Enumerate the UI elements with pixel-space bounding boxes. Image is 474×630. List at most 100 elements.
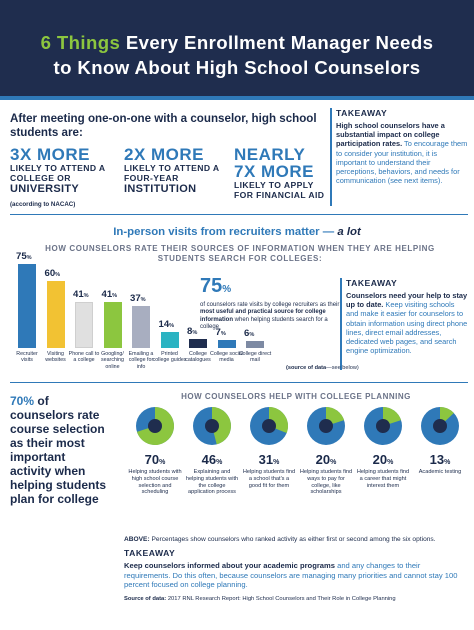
takeaway1-title: TAKEAWAY — [336, 108, 388, 118]
bar-value-4: 37% — [130, 293, 146, 305]
dial-icon — [421, 407, 459, 445]
page-title-line1: 6 Things Every Enrollment Manager Needs — [8, 32, 466, 54]
bar-2 — [75, 301, 93, 348]
section3-lead-pct: 70% — [10, 394, 35, 408]
dial-label: Academic testing — [418, 469, 462, 475]
dial-value: 70% — [144, 452, 166, 467]
source-note-bold: (source of data — [286, 365, 327, 371]
takeaway3-body: and any changes to their requirements. D… — [124, 561, 458, 590]
header-divider — [0, 96, 474, 100]
dial-icon — [193, 407, 231, 445]
stat-7x-big2: 7X MORE — [234, 162, 315, 181]
visits-callout: 75% of counselors rate visits by college… — [200, 276, 340, 332]
section2-title: In-person visits from recruiters matter … — [0, 226, 474, 238]
takeaway3-text: Keep counselors informed about your acad… — [124, 561, 468, 590]
bar-label-7: College social media — [210, 351, 243, 364]
source-bold: Source of data: — [124, 596, 167, 602]
stat-7x: NEARLY 7X MORE LIKELY TO APPLY FOR FINAN… — [234, 146, 326, 200]
dial-label: Explaining and helping students with the… — [185, 469, 239, 496]
title-accent: 6 Things — [40, 32, 121, 53]
bar-label-3: Googling/ searching online — [101, 351, 124, 370]
page-title-line2: to Know About High School Counselors — [53, 57, 421, 78]
stat-3x-big: 3X MORE — [10, 145, 91, 164]
stat-7x-big: NEARLY — [234, 145, 306, 164]
bar-value-8: 6% — [244, 328, 255, 340]
header-banner: 6 Things Every Enrollment Manager Needs … — [0, 0, 474, 96]
stat-2x-sub: LIKELY TO ATTEND A FOUR-YEAR — [124, 163, 220, 183]
dial-item-2: 31% Helping students find a school that's… — [242, 404, 296, 489]
bar-value-3: 41% — [101, 288, 118, 300]
bar-label-6: College catalogues — [185, 351, 211, 364]
section1-lead: After meeting one-on-one with a counselo… — [10, 112, 317, 139]
bar-value-1: 60% — [44, 267, 61, 279]
callout-number: 75% — [200, 276, 340, 300]
bar-0 — [18, 263, 36, 348]
section2-divider — [10, 382, 468, 383]
stat-3x-sub: LIKELY TO ATTEND A COLLEGE OR — [10, 163, 106, 183]
stat-2x: 2X MORE LIKELY TO ATTEND A FOUR-YEAR INS… — [124, 146, 224, 195]
bar-7 — [217, 340, 236, 348]
section2-title-text: In-person visits from recruiters matter … — [113, 226, 338, 238]
dial-value: 31% — [258, 452, 280, 467]
stat-7x-sub: LIKELY TO APPLY FOR FINANCIAL AID — [234, 180, 325, 200]
takeaway2-body: Keep visiting schools and make it easier… — [346, 300, 468, 356]
bar-3 — [103, 301, 122, 348]
stat-2x-big: 2X MORE — [124, 145, 205, 164]
dial-item-5: 13% Academic testing — [413, 404, 467, 476]
bar-label-4: Emailing a college for info — [128, 351, 154, 370]
bar-8 — [246, 341, 264, 348]
takeaway2-bold: Counselors need your help to stay up to … — [346, 291, 468, 310]
dial-value: 46% — [201, 452, 223, 467]
bar-value-0: 75% — [16, 250, 32, 262]
dial-item-0: 70% Helping students with high school cou… — [128, 404, 182, 496]
takeaway1: TAKEAWAY High school counselors have a s… — [336, 108, 468, 185]
takeaway1-body: To encourage them to consider your insti… — [336, 139, 468, 186]
bar-value-2: 41% — [73, 288, 89, 300]
bar-value-6: 8% — [187, 326, 198, 337]
dial-value: 20% — [372, 452, 394, 467]
dial-label: Helping students with high school course… — [128, 469, 182, 496]
takeaway1-text: High school counselors have a substantia… — [336, 121, 468, 185]
dial-value: 13% — [429, 452, 451, 467]
section3-heading: HOW COUNSELORS HELP WITH COLLEGE PLANNIN… — [181, 392, 411, 401]
bar-6 — [189, 339, 207, 348]
data-source: Source of data: 2017 RNL Research Report… — [124, 596, 468, 602]
source-note-rest: —see below) — [326, 365, 359, 371]
dial-item-3: 20% Helping students find ways to pay for… — [299, 404, 353, 496]
callout-value: 75 — [200, 275, 223, 297]
bar-label-1: Visiting websites — [45, 351, 66, 364]
dial-icon — [136, 407, 175, 445]
dial-label: Helping students find a career that migh… — [356, 469, 410, 489]
above-note: ABOVE: Percentages show counselors who r… — [124, 536, 468, 543]
bar-value-5: 14% — [158, 319, 175, 331]
stat-3x: 3X MORE LIKELY TO ATTEND A COLLEGE OR UN… — [10, 146, 114, 208]
chart-source-note: (source of data—see below) — [286, 365, 359, 371]
section1-divider — [10, 214, 468, 215]
callout-post: when helping students search for a colle… — [200, 316, 328, 331]
dial-item-1: 46% Explaining and helping students with … — [185, 404, 239, 496]
takeaway1-bold: High school counselors have a substantia… — [336, 121, 445, 149]
title-rest: Every Enrollment Manager Needs — [120, 32, 434, 53]
bar-label-5: Printed college guides — [152, 351, 187, 364]
dial-icon — [307, 407, 345, 445]
section3-lead: 70% of counselors rate course selection … — [10, 394, 106, 506]
bar-1 — [46, 280, 65, 348]
callout-text: of counselors rate visits by college rec… — [200, 302, 340, 332]
stat-3x-note: (according to NACAC) — [10, 201, 76, 208]
takeaway2-text: Counselors need your help to stay up to … — [346, 291, 468, 355]
dial-icon — [250, 407, 289, 445]
dial-label: Helping students find ways to pay for co… — [299, 469, 353, 496]
section3-lead-text: of counselors rate course selection as t… — [10, 394, 106, 506]
callout-bold: most useful and practical source for col… — [200, 309, 326, 323]
source-text: 2017 RNL Research Report: High School Co… — [166, 596, 396, 602]
bar-4 — [132, 306, 150, 348]
bar-label-2: Phone call to a college — [68, 351, 100, 364]
takeaway1-rule — [330, 108, 332, 206]
above-bold: ABOVE: — [124, 536, 150, 543]
stat-3x-sub2: UNIVERSITY — [10, 183, 80, 195]
bar-label-0: Recruiter visits — [16, 351, 38, 364]
takeaway2-title: TAKEAWAY — [346, 278, 398, 288]
takeaway2-rule — [340, 278, 342, 370]
dial-label: Helping students find a school that's a … — [242, 469, 296, 489]
takeaway3-title: TAKEAWAY — [124, 548, 176, 558]
